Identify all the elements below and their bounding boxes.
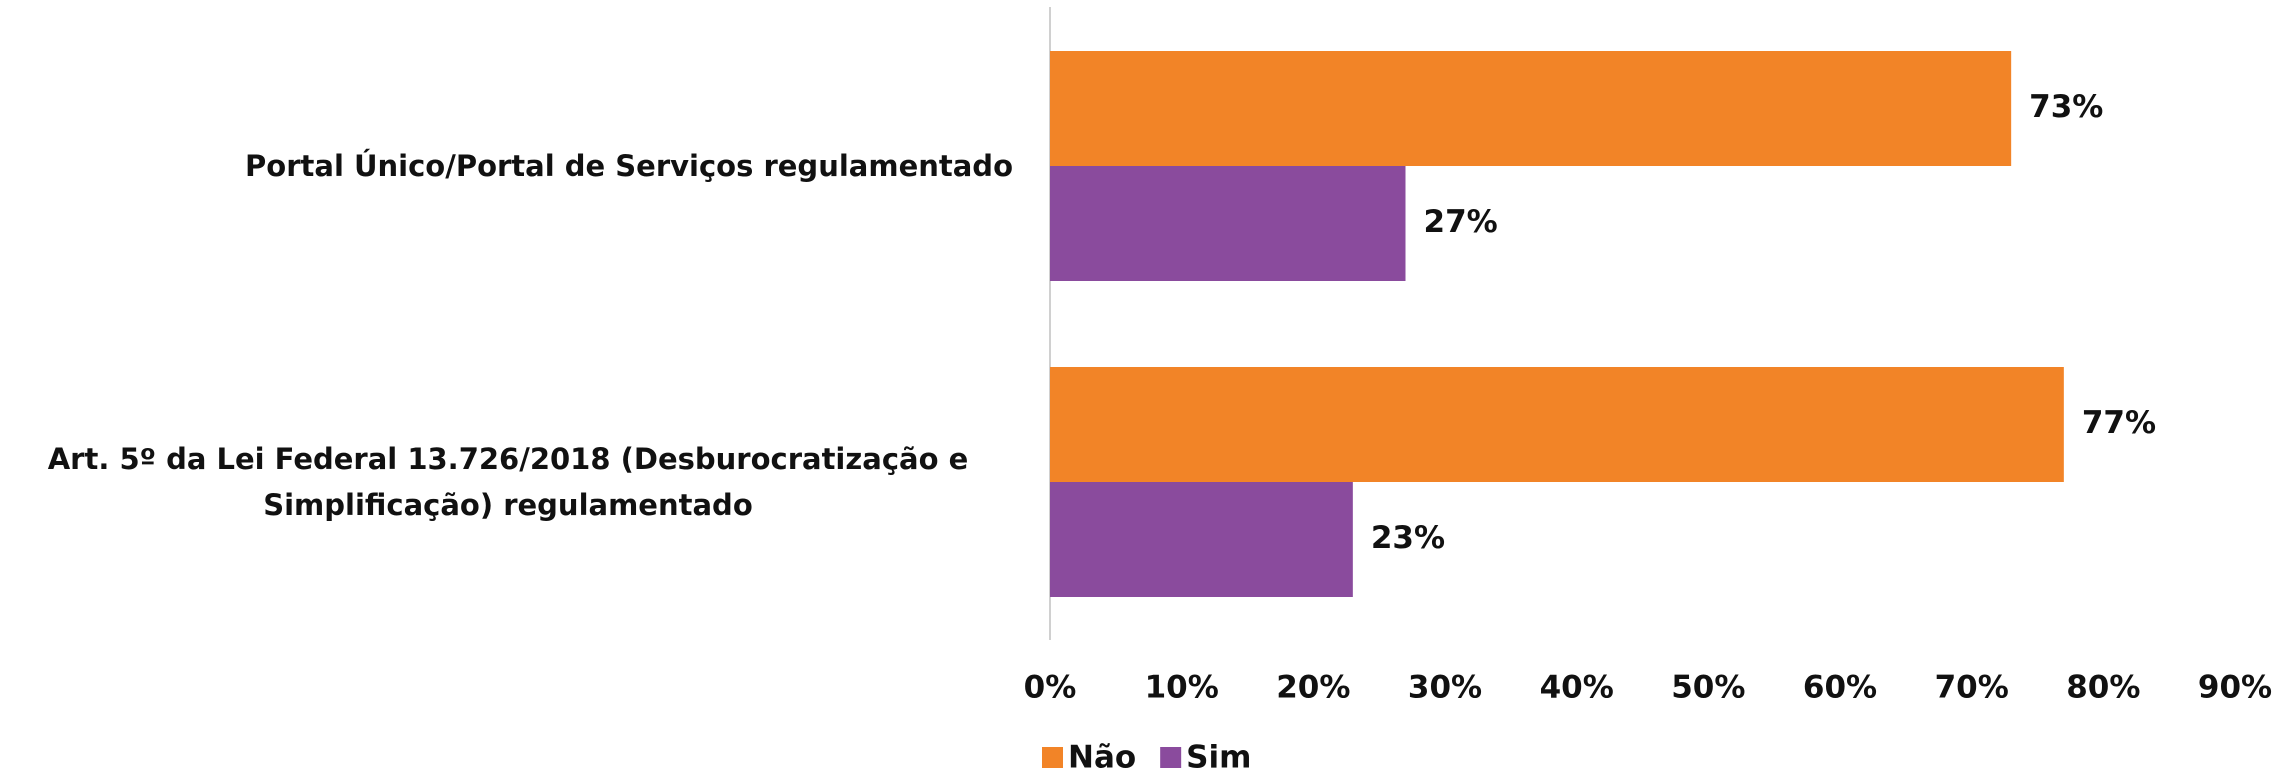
bar: [1050, 166, 1406, 281]
x-tick-label: 80%: [2066, 670, 2140, 706]
bar: [1050, 51, 2012, 166]
x-tick-label: 0%: [1024, 670, 1077, 706]
x-tick-label: 20%: [1276, 670, 1350, 706]
category-label: Art. 5º da Lei Federal 13.726/2018 (Desb…: [3, 436, 1013, 528]
x-tick-label: 50%: [1671, 670, 1745, 706]
x-tick-label: 30%: [1408, 670, 1482, 706]
x-tick-label: 90%: [2198, 670, 2272, 706]
category-label: Portal Único/Portal de Serviços regulame…: [3, 143, 1013, 189]
x-tick-label: 40%: [1540, 670, 1614, 706]
category-text: Art. 5º da Lei Federal 13.726/2018 (Desb…: [47, 442, 969, 522]
legend-label: Não: [1068, 740, 1136, 774]
legend-swatch: [1160, 747, 1182, 768]
data-label: 77%: [2082, 405, 2156, 441]
x-tick-label: 10%: [1145, 670, 1219, 706]
legend-swatch: [1042, 747, 1063, 768]
x-tick-label: 60%: [1803, 670, 1877, 706]
bar: [1050, 367, 2064, 482]
legend-label: Sim: [1186, 740, 1251, 774]
data-label: 23%: [1371, 520, 1445, 556]
bar: [1050, 482, 1353, 597]
category-text: Portal Único/Portal de Serviços regulame…: [245, 149, 1013, 183]
x-tick-label: 70%: [1935, 670, 2009, 706]
data-label: 27%: [1424, 204, 1498, 240]
data-label: 73%: [2029, 89, 2103, 125]
